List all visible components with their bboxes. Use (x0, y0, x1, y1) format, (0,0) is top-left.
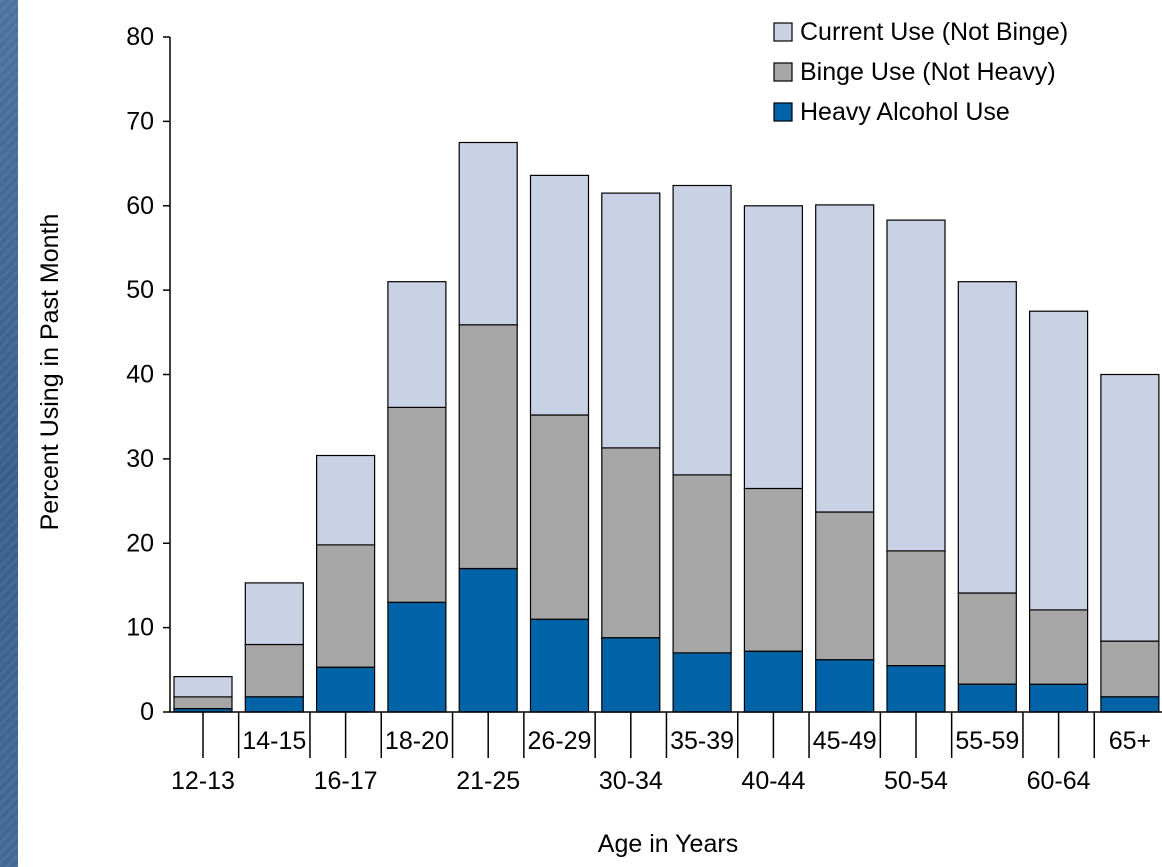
bar-segment (601, 447, 661, 639)
x-axis-title: Age in Years (598, 830, 738, 858)
bar-segment (529, 174, 590, 416)
legend-label: Current Use (Not Binge) (800, 18, 1068, 46)
legend-swatch (773, 102, 793, 122)
x-tick-label: 65+ (1109, 727, 1151, 755)
bar-segment (601, 637, 661, 713)
bars-layer (173, 141, 1160, 713)
bar-segment (743, 650, 804, 713)
x-tick-label: 14-15 (242, 727, 306, 755)
bar-segment (672, 474, 732, 654)
bar-segment (458, 324, 518, 570)
bar-segment (458, 141, 518, 326)
bar-segment (1100, 373, 1160, 642)
bar-segment (1028, 683, 1089, 713)
x-tick-label: 21-25 (456, 767, 520, 795)
y-tick-label: 70 (126, 107, 154, 135)
bar-segment (1028, 609, 1089, 685)
bar-segment (316, 544, 376, 668)
bar-segment (815, 511, 875, 661)
x-tick-label: 45-49 (813, 727, 877, 755)
y-tick-label: 0 (140, 698, 154, 726)
bar-segment (672, 652, 732, 713)
y-tick-label: 80 (126, 23, 154, 51)
legend-swatch (773, 22, 793, 42)
x-tick-label: 16-17 (314, 767, 378, 795)
x-tick-label: 40-44 (741, 767, 805, 795)
x-tick-label: 18-20 (385, 727, 449, 755)
bar-segment (244, 643, 304, 698)
bar-segment (244, 696, 304, 713)
bar-segment (1100, 696, 1160, 713)
chart-panel: 0 10 20 30 40 50 60 70 80 12-13 14-15 16-17 18-20 21-… (18, 0, 1162, 867)
bar-segment (886, 550, 946, 667)
bar-segment (529, 414, 590, 620)
bar-segment (957, 683, 1017, 713)
bar-segment (173, 696, 233, 710)
legend-label: Binge Use (Not Heavy) (800, 58, 1056, 86)
bar-segment (316, 454, 376, 546)
bar-segment (815, 204, 875, 513)
bar-segment (458, 567, 518, 713)
x-tick-label: 30-34 (599, 767, 663, 795)
legend: Current Use (Not Binge) Binge Use (Not He… (773, 18, 1068, 126)
y-tick-label: 60 (126, 192, 154, 220)
x-tick-label: 26-29 (528, 727, 592, 755)
bar-segment (886, 219, 946, 552)
bar-segment (957, 281, 1017, 594)
bar-segment (1028, 310, 1089, 611)
bar-segment (815, 659, 875, 713)
bar-segment (1100, 640, 1160, 698)
bar-segment (387, 281, 447, 409)
bar-segment (957, 592, 1017, 685)
bar-segment (601, 192, 661, 449)
y-axis-title: Percent Using in Past Month (36, 214, 64, 531)
y-tick-label: 20 (126, 529, 154, 557)
y-tick-label: 30 (126, 445, 154, 473)
y-tick-label: 10 (126, 614, 154, 642)
x-tick-label: 35-39 (670, 727, 734, 755)
bar-segment (387, 406, 447, 603)
bar-segment (173, 675, 233, 698)
bar-segment (672, 184, 732, 476)
x-tick-label: 60-64 (1027, 767, 1091, 795)
y-tick-label: 40 (126, 361, 154, 389)
bar-segment (886, 664, 946, 713)
x-tick-label: 12-13 (171, 767, 235, 795)
legend-label: Heavy Alcohol Use (800, 98, 1010, 126)
bar-segment (316, 666, 376, 713)
y-tick-label: 50 (126, 276, 154, 304)
x-tick-label: 50-54 (884, 767, 948, 795)
bar-segment (244, 582, 304, 646)
bar-segment (387, 601, 447, 713)
bar-segment (743, 487, 804, 652)
legend-swatch (773, 62, 793, 82)
bar-segment (529, 618, 590, 713)
bar-segment (743, 205, 804, 490)
x-tick-label: 55-59 (955, 727, 1019, 755)
